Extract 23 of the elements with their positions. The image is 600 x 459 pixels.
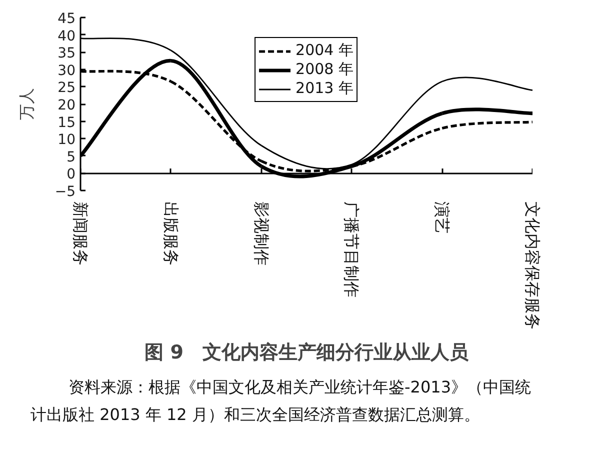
- y-tick-label: 40: [58, 28, 76, 44]
- y-tick-label: 15: [58, 114, 76, 131]
- y-tick-label: 25: [58, 80, 76, 96]
- x-tick-label: 文化内容保存服务: [523, 202, 542, 330]
- x-tick-label: 出版服务: [161, 202, 180, 266]
- y-tick-label: 45: [58, 11, 76, 27]
- x-tick-label: 演艺: [432, 202, 452, 234]
- y-tick-label: 10: [58, 132, 76, 148]
- y-tick-label: 0: [66, 166, 76, 183]
- y-axis-title: 万人: [16, 88, 36, 120]
- legend-label: 2004 年: [296, 41, 354, 60]
- legend-label: 2008 年: [296, 60, 354, 79]
- y-tick-label: 35: [58, 46, 76, 62]
- legend-label: 2013 年: [296, 79, 354, 98]
- y-tick-label: 20: [58, 98, 76, 114]
- x-tick-label: 广播节目制作: [342, 202, 362, 298]
- x-tick-label: 影视制作: [252, 202, 271, 266]
- text: 图 9 文化内容生产细分行业从业人员: [144, 342, 470, 364]
- y-tick-label: −5: [54, 184, 76, 200]
- text: 资料来源：根据《中国文化及相关产业统计年鉴-2013》（中国统计出版社 2013 年 12 月）和三次全国经济普查数据汇总测算。: [30, 378, 531, 424]
- y-tick-label: 30: [58, 62, 76, 79]
- x-tick-label: 新闻服务: [71, 202, 90, 266]
- y-tick-label: 5: [66, 149, 76, 166]
